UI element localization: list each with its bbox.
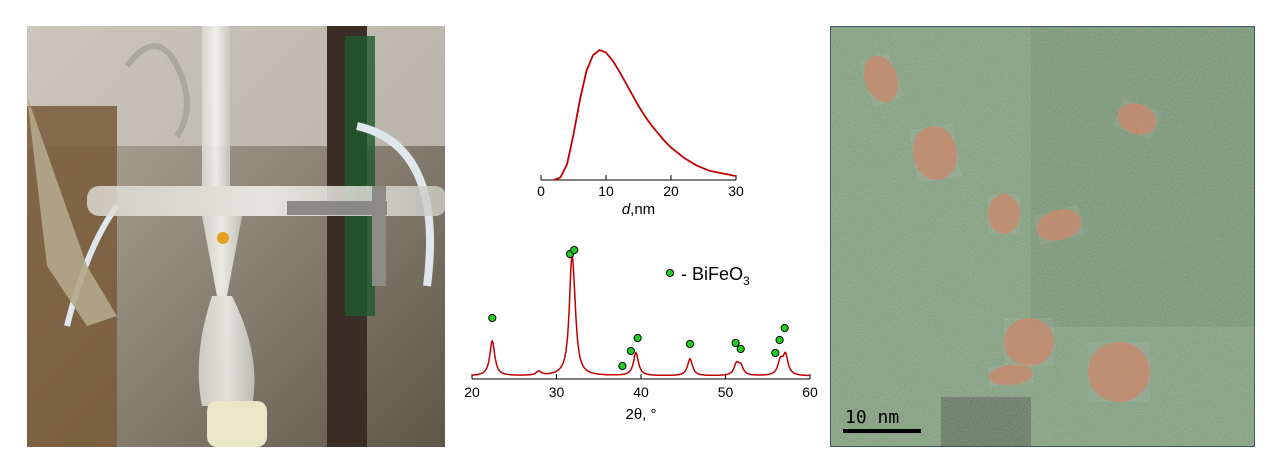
chart2-marker-3 — [618, 361, 627, 371]
chart2-marker-4 — [626, 346, 635, 356]
clamp-screw — [372, 186, 386, 286]
chart1-x-label: d,nm — [622, 201, 655, 218]
chart2-tick-label-4: 60 — [802, 384, 818, 400]
apparatus-photo — [27, 26, 445, 447]
nanoparticle-texture-6 — [989, 364, 1033, 386]
glass-funnel — [202, 216, 242, 296]
chart2-legend-marker — [665, 268, 675, 278]
chart1-series-line — [553, 49, 737, 181]
charts-svg: 0 10 20 30 d,nm 20 30 40 50 60 - BiFeO3 2θ, ° — [464, 49, 818, 423]
nanoparticle-texture-2 — [1117, 103, 1157, 135]
metal-clip — [124, 43, 190, 138]
green-panel — [345, 36, 375, 316]
size-distribution-chart: 0 10 20 30 d,nm — [537, 49, 744, 218]
chart2-marker-5 — [633, 333, 642, 343]
chart2-tick-label-3: 50 — [718, 384, 734, 400]
chart2-marker-6 — [685, 339, 695, 349]
collection-vial — [207, 401, 267, 447]
nanoparticle-texture-7 — [1088, 342, 1150, 402]
chart2-legend-label: - BiFeO3 — [681, 264, 750, 288]
chart2-tick-label-0: 20 — [464, 384, 480, 400]
chart2-pattern-line — [472, 254, 810, 377]
chart2-marker-9 — [771, 348, 780, 358]
nanoparticles — [863, 55, 1157, 402]
xrd-pattern-chart: 20 30 40 50 60 - BiFeO3 2θ, ° — [464, 245, 818, 423]
chart2-marker-7 — [731, 338, 740, 348]
chart2-marker-0 — [488, 313, 497, 323]
glass-flask — [198, 296, 255, 406]
apparatus-photo-drawing — [27, 26, 445, 447]
scale-bar-label: 10 nm — [845, 407, 899, 428]
nanoparticle-texture-3 — [988, 194, 1020, 234]
chart1-tick-label-3: 30 — [728, 183, 744, 199]
tubing-right — [356, 122, 434, 287]
chart1-tick-label-2: 20 — [663, 183, 679, 199]
chart1-tick-label-0: 0 — [537, 183, 545, 199]
nanoparticle-texture-0 — [863, 55, 899, 103]
nanoparticle-texture-4 — [1036, 209, 1082, 241]
chart2-tick-label-1: 30 — [549, 384, 565, 400]
chart2-marker-11 — [780, 323, 789, 333]
nanoparticle-texture-5 — [1004, 318, 1054, 366]
chart2-tick-label-2: 40 — [633, 384, 649, 400]
chart2-x-label: 2θ, ° — [625, 406, 656, 423]
chart2-marker-2 — [570, 245, 579, 255]
nanoparticle-texture-1 — [912, 126, 958, 180]
orange-droplet — [217, 232, 229, 244]
charts-panel: 0 10 20 30 d,nm 20 30 40 50 60 - BiFeO3 2θ, ° — [455, 30, 820, 450]
glass-vertical-tube — [202, 26, 230, 186]
tem-image-drawing: 10 nm — [831, 27, 1254, 446]
chart2-marker-8 — [736, 344, 745, 354]
chart1-tick-label-1: 10 — [598, 183, 614, 199]
tem-image: 10 nm — [830, 26, 1255, 447]
scale-bar — [843, 429, 921, 433]
glass-horizontal-tube — [87, 186, 445, 216]
clamp-bar — [287, 201, 387, 215]
chart2-marker-10 — [775, 335, 784, 345]
left-clamp — [27, 96, 117, 326]
